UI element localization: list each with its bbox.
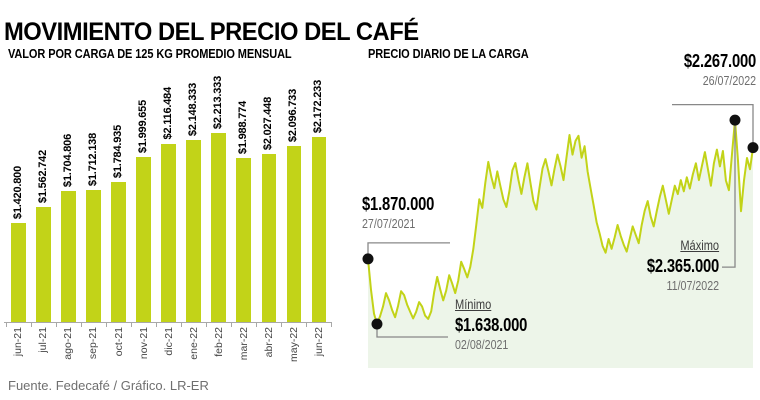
bar-chart-title: VALOR POR CARGA DE 125 KG PROMEDIO MENSU…	[8, 47, 292, 61]
bar-nov-21	[136, 157, 151, 322]
axis-tick	[206, 323, 208, 327]
bar-mar-22	[236, 158, 251, 322]
axis-tick	[55, 323, 57, 327]
annotation-max-name: Máximo	[680, 238, 719, 253]
x-axis-label: jun-22	[312, 327, 325, 357]
axis-tick	[306, 323, 308, 327]
axis-tick	[281, 323, 283, 327]
x-axis-label: jul-21	[37, 327, 50, 353]
axis-tick	[181, 323, 182, 327]
x-axis-label: may-22	[287, 327, 300, 363]
axis-tick	[5, 323, 7, 327]
axis-tick	[130, 323, 132, 327]
axis-tick	[105, 323, 107, 327]
axis-tick	[256, 323, 258, 327]
axis-tick	[30, 323, 32, 327]
bar-value-label: $2.148.333	[187, 83, 200, 137]
annotation-start: $1.870.000 27/07/2021	[362, 194, 434, 232]
annotation-min: Mínimo $1.638.000 02/08/2021	[455, 297, 527, 353]
annotation-start-value: $1.870.000	[362, 194, 435, 214]
x-axis-label: ene-22	[187, 327, 200, 360]
bar-value-label: $2.213.333	[212, 75, 225, 129]
annotation-min-date: 02/08/2021	[455, 337, 509, 352]
axis-tick	[80, 323, 82, 327]
callout-line-max	[722, 120, 736, 268]
daily-line-chart	[362, 103, 759, 368]
annotation-min-value: $1.638.000	[455, 315, 528, 335]
bar-value-label: $1.784.935	[112, 124, 124, 178]
bar-value-label: $1.712.138	[86, 133, 99, 187]
x-axis-label: jun-21	[12, 327, 25, 357]
annotation-max-value: $2.365.000	[646, 256, 719, 276]
bar-ago-21	[61, 190, 76, 322]
annotation-max-date: 11/07/2022	[666, 278, 719, 293]
bar-sep-21	[86, 190, 101, 322]
x-axis-label: sep-21	[87, 327, 100, 360]
x-axis-label: nov-21	[137, 327, 150, 360]
callout-line-end	[672, 103, 754, 148]
axis-tick	[231, 323, 233, 327]
bar-value-label: $1.420.800	[11, 166, 24, 220]
x-axis-label: feb-22	[212, 327, 225, 357]
axis-tick	[331, 323, 333, 327]
bar-value-label: $2.116.484	[162, 87, 175, 140]
point-marker-min	[371, 318, 383, 330]
annotation-start-date: 27/07/2021	[362, 216, 416, 231]
annotation-max: Máximo $2.365.000 11/07/2022	[647, 238, 719, 294]
bar-ene-22	[186, 140, 201, 322]
x-axis-label: ago-21	[62, 327, 75, 360]
bar-value-label: $1.988.774	[237, 101, 250, 155]
annotation-end-date: 26/07/2022	[702, 73, 756, 88]
annotation-end: $2.267.000 26/07/2022	[684, 51, 756, 89]
price-area-fill	[368, 120, 753, 368]
axis-tick	[156, 323, 157, 327]
bar-oct-21	[111, 181, 126, 322]
bar-value-label: $2.027.448	[262, 96, 275, 150]
line-chart-title: PRECIO DIARIO DE LA CARGA	[368, 47, 529, 61]
bar-dic-21	[161, 143, 176, 322]
bar-value-label: $1.562.742	[36, 150, 49, 204]
price-line	[367, 119, 754, 325]
point-marker-max	[729, 114, 741, 126]
bar-may-22	[286, 146, 302, 322]
bar-feb-22	[211, 132, 226, 322]
x-axis-label: mar-22	[237, 327, 250, 361]
bar-jun-22	[311, 137, 327, 322]
source-credit: Fuente. Fedecafé / Gráfico. LR-ER	[8, 378, 209, 393]
bar-value-label: $1.704.806	[61, 133, 74, 187]
bar-jul-21	[36, 207, 51, 322]
bar-value-label: $1.999.655	[137, 100, 149, 154]
point-marker-start	[362, 253, 374, 265]
bar-value-label: $2.172.233	[312, 80, 325, 134]
x-axis-label: oct-21	[112, 327, 125, 357]
x-axis	[4, 322, 332, 323]
bar-abr-22	[261, 153, 276, 322]
point-marker-end	[747, 142, 759, 154]
x-axis-label: abr-22	[262, 327, 275, 358]
x-axis-label: dic-21	[162, 327, 175, 356]
annotation-min-name: Mínimo	[455, 297, 492, 312]
bar-value-label: $2.096.733	[287, 88, 300, 142]
annotation-end-value: $2.267.000	[683, 51, 756, 71]
page-title: MOVIMIENTO DEL PRECIO DEL CAFÉ	[4, 17, 419, 46]
bar-jun-21	[11, 223, 26, 322]
callout-line-start	[367, 242, 450, 259]
